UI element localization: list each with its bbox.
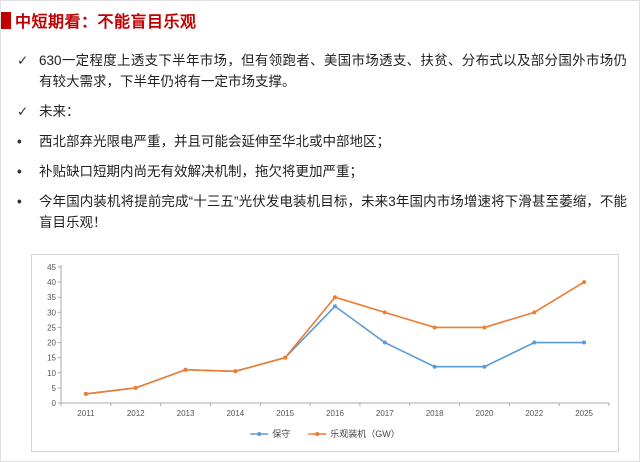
x-axis-label: 2013 bbox=[177, 409, 195, 418]
data-point bbox=[532, 340, 537, 345]
bullet-item: ✓ 未来： bbox=[17, 102, 627, 123]
data-point bbox=[283, 355, 288, 360]
bullet-item: • 补贴缺口短期内尚无有效解决机制，拖欠将更加严重； bbox=[17, 162, 627, 183]
data-point bbox=[133, 385, 138, 390]
x-axis-label: 2018 bbox=[426, 409, 444, 418]
legend-label: 乐观装机（GW） bbox=[330, 428, 400, 439]
x-axis-label: 2015 bbox=[276, 409, 294, 418]
title-row: 中短期看：不能盲目乐观 bbox=[1, 8, 197, 32]
dot-bullet-icon: • bbox=[17, 163, 22, 179]
bullet-text: 西北部弃光限电严重，并且可能会延伸至华北或中部地区； bbox=[39, 133, 390, 149]
dot-bullet-icon: • bbox=[17, 133, 22, 149]
check-icon: ✓ bbox=[17, 103, 29, 119]
check-icon: ✓ bbox=[17, 53, 29, 68]
y-axis-label: 30 bbox=[47, 308, 56, 317]
data-point bbox=[333, 295, 337, 300]
bullet-text: 630一定程度上透支下半年市场，但有领跑者、美国市场透支、扶贫、分布式以及部分国… bbox=[39, 53, 627, 89]
legend-label: 保守 bbox=[272, 428, 290, 439]
bullet-item: • 西北部弃光限电严重，并且可能会延伸至华北或中部地区； bbox=[17, 132, 627, 153]
y-axis-label: 0 bbox=[52, 399, 57, 408]
line-chart: 0 5 10 15 20 25 30 35 40 45 2011 2012 2013 2014 2015 20… bbox=[31, 254, 619, 452]
y-axis-label: 15 bbox=[47, 354, 56, 363]
bullet-list: ✓ 630一定程度上透支下半年市场，但有领跑者、美国市场透支、扶贫、分布式以及部… bbox=[17, 51, 627, 242]
data-point bbox=[83, 391, 88, 396]
x-axis-label: 2012 bbox=[127, 409, 145, 418]
chart-legend: 保守 乐观装机（GW） bbox=[250, 428, 400, 439]
page-title: 中短期看：不能盲目乐观 bbox=[15, 14, 197, 31]
y-axis-label: 20 bbox=[47, 339, 56, 348]
dot-bullet-icon: • bbox=[17, 193, 22, 209]
bullet-text: 未来： bbox=[39, 103, 80, 119]
title-accent-bar bbox=[1, 11, 11, 29]
data-point bbox=[382, 310, 387, 315]
x-axis-label: 2022 bbox=[525, 409, 543, 418]
y-axis-label: 5 bbox=[52, 384, 57, 393]
data-point bbox=[482, 364, 487, 369]
y-axis-label: 45 bbox=[47, 263, 56, 272]
bullet-text: 补贴缺口短期内尚无有效解决机制，拖欠将更加严重； bbox=[39, 163, 363, 179]
x-axis-label: 2025 bbox=[575, 409, 593, 418]
data-point bbox=[532, 310, 537, 315]
x-axis-label: 2017 bbox=[376, 409, 394, 418]
data-point bbox=[582, 340, 587, 345]
y-axis-label: 10 bbox=[47, 369, 56, 378]
bullet-text: 今年国内装机将提前完成“十三五”光伏发电装机目标，未来3年国内市场增速将下滑甚至… bbox=[39, 193, 627, 230]
legend-marker bbox=[315, 432, 320, 436]
data-point bbox=[233, 369, 238, 374]
bullet-item: • 今年国内装机将提前完成“十三五”光伏发电装机目标，未来3年国内市场增速将下滑… bbox=[17, 192, 627, 234]
y-axis-label: 40 bbox=[47, 278, 56, 287]
data-point bbox=[432, 325, 437, 330]
x-axis-label: 2011 bbox=[77, 409, 95, 418]
x-axis-label: 2016 bbox=[326, 409, 344, 418]
data-point bbox=[482, 325, 487, 330]
data-point bbox=[382, 340, 387, 345]
data-point bbox=[333, 304, 337, 309]
data-point bbox=[183, 367, 188, 372]
legend-marker bbox=[257, 432, 262, 436]
y-axis-label: 25 bbox=[47, 323, 56, 332]
bullet-item: ✓ 630一定程度上透支下半年市场，但有领跑者、美国市场透支、扶贫、分布式以及部… bbox=[17, 51, 627, 93]
data-point bbox=[582, 280, 587, 285]
x-axis-label: 2014 bbox=[226, 409, 244, 418]
data-point bbox=[432, 364, 437, 369]
x-axis-label: 2020 bbox=[476, 409, 494, 418]
y-axis-label: 35 bbox=[47, 293, 56, 302]
